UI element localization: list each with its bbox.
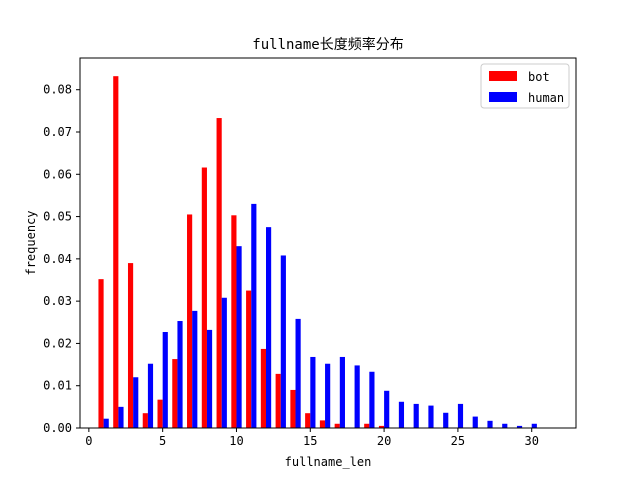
human-bar bbox=[472, 416, 478, 428]
y-axis-label: frequency bbox=[24, 210, 38, 275]
x-tick-label: 15 bbox=[303, 434, 317, 448]
human-bar bbox=[266, 227, 272, 428]
bot-bar bbox=[172, 359, 178, 428]
bot-bar bbox=[127, 263, 134, 428]
x-tick-label: 0 bbox=[85, 434, 92, 448]
human-bar bbox=[118, 406, 124, 428]
human-bar bbox=[325, 363, 331, 428]
bot-bar bbox=[275, 373, 281, 428]
human-bar bbox=[236, 246, 242, 428]
bot-bar bbox=[113, 76, 119, 429]
human-bar bbox=[177, 321, 183, 428]
bot-bar bbox=[231, 215, 237, 428]
x-tick-label: 10 bbox=[229, 434, 243, 448]
y-tick-label: 0.00 bbox=[43, 421, 72, 435]
human-bar bbox=[192, 310, 198, 428]
axes-layer: 0 5 10 15 20 25 30 0.00 0.01 0.02 0.03 0.04 0.05 0.06… bbox=[43, 83, 539, 448]
y-tick-label: 0.03 bbox=[43, 294, 72, 308]
human-bar bbox=[339, 356, 345, 428]
bot-bar bbox=[98, 279, 104, 428]
human-bar bbox=[443, 412, 449, 428]
bot-bar bbox=[216, 118, 222, 429]
human-bar bbox=[487, 420, 493, 428]
human-bar bbox=[295, 318, 301, 428]
bot-bar bbox=[290, 389, 296, 428]
chart-title: fullname长度频率分布 bbox=[252, 36, 403, 53]
human-bar bbox=[147, 363, 154, 428]
bot-bar bbox=[142, 413, 148, 428]
human-bar bbox=[457, 403, 464, 428]
y-tick-label: 0.01 bbox=[43, 379, 72, 393]
x-axis-label: fullname_len bbox=[285, 455, 372, 469]
bot-bar bbox=[319, 420, 326, 428]
bot-bar bbox=[246, 290, 252, 428]
human-bar bbox=[221, 297, 227, 428]
legend-label-bot: bot bbox=[528, 70, 550, 84]
human-bar bbox=[369, 371, 375, 428]
human-bar bbox=[531, 423, 537, 428]
legend-label-human: human bbox=[528, 91, 564, 105]
human-bar bbox=[103, 418, 109, 428]
x-tick-label: 25 bbox=[451, 434, 465, 448]
y-tick-label: 0.08 bbox=[43, 83, 72, 97]
human-bar bbox=[133, 377, 139, 428]
human-bar bbox=[354, 365, 360, 428]
human-bar bbox=[280, 255, 286, 428]
bot-bar bbox=[378, 425, 385, 428]
x-tick-label: 20 bbox=[377, 434, 391, 448]
x-tick-label: 5 bbox=[159, 434, 166, 448]
human-bar bbox=[251, 203, 257, 428]
y-tick-label: 0.07 bbox=[43, 125, 72, 139]
human-bar bbox=[413, 403, 419, 428]
bot-bar bbox=[187, 214, 193, 428]
human-bar bbox=[516, 425, 523, 428]
human-bar bbox=[384, 390, 390, 428]
plot-frame bbox=[79, 57, 577, 429]
human-bar bbox=[206, 329, 213, 428]
bot-bar bbox=[201, 167, 207, 428]
bot-bar bbox=[157, 399, 163, 428]
legend-swatch-bot bbox=[489, 71, 517, 81]
bot-bar bbox=[364, 423, 370, 428]
human-bar bbox=[428, 405, 434, 428]
y-tick-label: 0.02 bbox=[43, 336, 72, 350]
bars-layer bbox=[98, 76, 537, 429]
y-tick-label: 0.06 bbox=[43, 167, 72, 181]
legend: bot human bbox=[480, 63, 570, 109]
human-bar bbox=[162, 332, 168, 428]
bot-bar bbox=[334, 423, 340, 428]
bot-bar bbox=[260, 348, 266, 428]
x-tick-label: 30 bbox=[524, 434, 538, 448]
human-bar bbox=[310, 356, 316, 428]
y-tick-label: 0.05 bbox=[43, 210, 72, 224]
human-bar bbox=[398, 401, 405, 428]
legend-swatch-human bbox=[489, 92, 517, 102]
bot-bar bbox=[305, 413, 311, 428]
y-tick-label: 0.04 bbox=[43, 252, 72, 266]
human-bar bbox=[502, 423, 508, 428]
